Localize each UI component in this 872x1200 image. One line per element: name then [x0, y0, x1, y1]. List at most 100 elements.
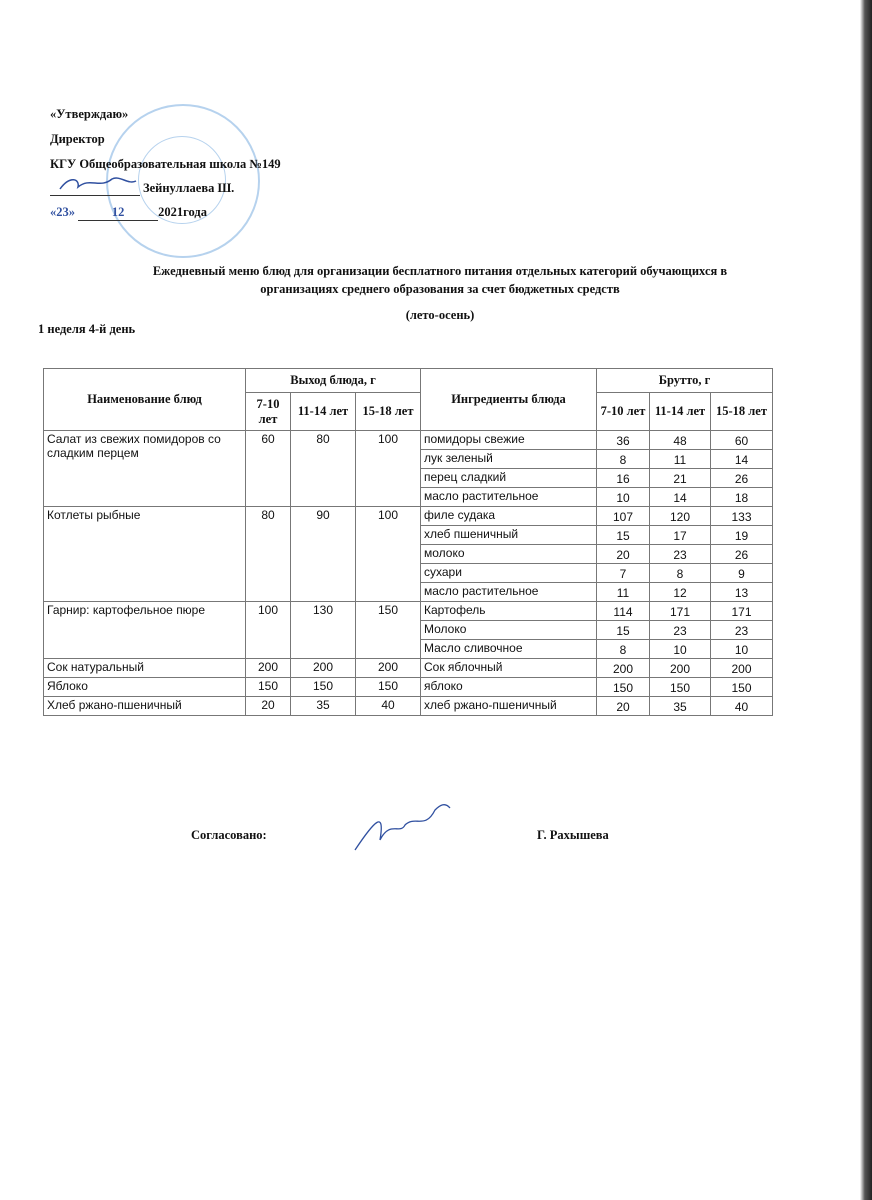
ingredient-brutto: 133: [710, 506, 773, 526]
ingredient-name: Картофель: [420, 601, 597, 621]
dish-name: Гарнир: картофельное пюре: [43, 601, 246, 659]
ingredient-brutto: 15: [596, 620, 650, 640]
dish-name: Котлеты рыбные: [43, 506, 246, 602]
ingredient-brutto: 15: [596, 525, 650, 545]
document-title: Ежедневный меню блюд для организации бес…: [152, 264, 728, 296]
header-ingredients: Ингредиенты блюда: [420, 368, 597, 431]
dish-output: 100: [355, 506, 421, 602]
dish-output: 100: [355, 430, 421, 507]
ingredient-brutto: 10: [649, 639, 711, 659]
dish-output: 150: [355, 601, 421, 659]
ingredient-brutto: 23: [649, 544, 711, 564]
ingredient-brutto: 107: [596, 506, 650, 526]
director-name: Зейнуллаева Ш.: [143, 181, 235, 195]
ingredient-brutto: 21: [649, 468, 711, 488]
ingredient-brutto: 200: [649, 658, 711, 678]
ingredient-brutto: 48: [649, 430, 711, 450]
dish-name: Салат из свежих помидоров со сладким пер…: [43, 430, 246, 507]
approval-date: «23» 12 2021года: [50, 205, 207, 221]
ingredient-brutto: 19: [710, 525, 773, 545]
agreed-signature: [354, 804, 451, 851]
dish-name: Яблоко: [43, 677, 246, 697]
menu-table: Наименование блюд Выход блюда, г Ингредиен…: [43, 368, 773, 716]
approval-position: Директор: [50, 132, 105, 146]
header-age: 11-14 лет: [649, 392, 711, 431]
ingredient-brutto: 14: [710, 449, 773, 469]
dish-output: 130: [290, 601, 356, 659]
ingredient-brutto: 11: [649, 449, 711, 469]
ingredient-brutto: 14: [649, 487, 711, 507]
ingredient-brutto: 20: [596, 696, 650, 716]
signature-line: [50, 177, 140, 196]
ingredient-brutto: 7: [596, 563, 650, 583]
dish-output: 90: [290, 506, 356, 602]
ingredient-brutto: 171: [649, 601, 711, 621]
ingredient-brutto: 200: [596, 658, 650, 678]
ingredient-brutto: 10: [710, 639, 773, 659]
director-signature: [59, 177, 137, 190]
ingredient-brutto: 8: [596, 639, 650, 659]
header-brutto: Брутто, г: [596, 368, 773, 393]
scan-edge: [860, 0, 872, 1200]
ingredient-brutto: 200: [710, 658, 773, 678]
header-output: Выход блюда, г: [245, 368, 421, 393]
dish-output: 80: [245, 506, 291, 602]
table-row: Хлеб ржано-пшеничный 20 35 40 хлеб ржано-пше…: [43, 696, 773, 716]
ingredient-name: хлеб ржано-пшеничный: [420, 696, 597, 716]
ingredient-brutto: 150: [596, 677, 650, 697]
agreed-name: Г. Рахышева: [537, 828, 609, 842]
ingredient-brutto: 36: [596, 430, 650, 450]
ingredient-brutto: 35: [649, 696, 711, 716]
ingredient-brutto: 26: [710, 544, 773, 564]
ingredient-brutto: 13: [710, 582, 773, 602]
table-row: Котлеты рыбные 80 90 100 филе судака 107 120 13…: [43, 506, 773, 602]
ingredient-brutto: 114: [596, 601, 650, 621]
ingredient-name: хлеб пшеничный: [420, 525, 597, 545]
table-row: хлеб пшеничный 15 17 19: [44, 525, 773, 545]
header-dish: Наименование блюд: [43, 368, 246, 431]
ingredient-brutto: 17: [649, 525, 711, 545]
dish-output: 200: [245, 658, 291, 678]
dish-output: 100: [245, 601, 291, 659]
dish-output: 40: [355, 696, 421, 716]
table-row: Сок натуральный 200 200 200 Сок яблочный 200 2…: [43, 658, 773, 678]
ingredient-name: лук зеленый: [420, 449, 597, 469]
ingredient-name: молоко: [420, 544, 597, 564]
ingredient-brutto: 9: [710, 563, 773, 583]
ingredient-brutto: 60: [710, 430, 773, 450]
table-row: Яблоко 150 150 150 яблоко 150 150 150: [43, 677, 773, 697]
ingredient-name: Молоко: [420, 620, 597, 640]
table-row: Масло сливочное 8 10 10: [44, 639, 773, 659]
table-row: масло растительное 10 14 18: [44, 487, 773, 507]
header-age: 15-18 лет: [355, 392, 421, 431]
table-row: перец сладкий 16 21 26: [44, 468, 773, 488]
ingredient-brutto: 23: [710, 620, 773, 640]
ingredient-brutto: 23: [649, 620, 711, 640]
ingredient-brutto: 18: [710, 487, 773, 507]
ingredient-brutto: 150: [710, 677, 773, 697]
header-age: 15-18 лет: [710, 392, 773, 431]
header-age: 7-10 лет: [596, 392, 650, 431]
header-age: 7-10 лет: [245, 392, 291, 431]
ingredient-name: масло растительное: [420, 582, 597, 602]
dish-output: 20: [245, 696, 291, 716]
ingredient-brutto: 8: [649, 563, 711, 583]
ingredient-name: перец сладкий: [420, 468, 597, 488]
header-age: 11-14 лет: [290, 392, 356, 431]
table-row: Салат из свежих помидоров со сладким пер…: [43, 430, 773, 507]
ingredient-brutto: 12: [649, 582, 711, 602]
table-row: лук зеленый 8 11 14: [44, 449, 773, 469]
ingredient-name: Сок яблочный: [420, 658, 597, 678]
table-row: Гарнир: картофельное пюре 100 130 150 Картоф…: [43, 601, 773, 659]
week-day: 1 неделя 4-й день: [38, 322, 136, 336]
ingredient-name: Масло сливочное: [420, 639, 597, 659]
dish-output: 200: [290, 658, 356, 678]
ingredient-name: масло растительное: [420, 487, 597, 507]
dish-output: 150: [355, 677, 421, 697]
dish-output: 150: [290, 677, 356, 697]
ingredient-brutto: 150: [649, 677, 711, 697]
approval-school: КГУ Общеобразовательная школа №149: [50, 157, 281, 171]
ingredient-brutto: 26: [710, 468, 773, 488]
ingredient-brutto: 171: [710, 601, 773, 621]
dish-output: 150: [245, 677, 291, 697]
